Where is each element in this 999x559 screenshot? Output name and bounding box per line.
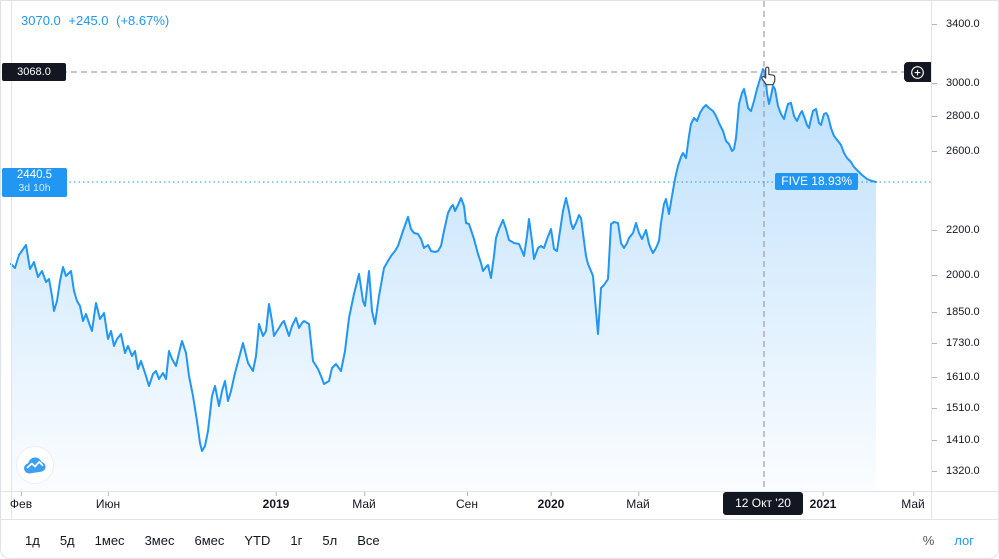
cloud-chart-logo-icon	[24, 457, 46, 473]
range-button-5д[interactable]: 5д	[59, 532, 75, 548]
time-tick-label: 2020	[537, 492, 565, 511]
time-tick-label: Сен	[456, 492, 478, 511]
plus-circle-icon	[911, 65, 924, 79]
range-button-ytd[interactable]: YTD	[244, 532, 271, 548]
price-scale-border	[931, 1, 932, 519]
time-scale-border	[1, 491, 998, 492]
time-tick-label: Фев	[9, 492, 33, 511]
time-tick-label: Июн	[95, 492, 121, 511]
price-tick-label: 1510.0	[932, 402, 998, 414]
price-tick-label: 2200.0	[932, 224, 998, 236]
time-tick-label: Май	[626, 492, 650, 511]
range-button-6мес[interactable]: 6мес	[194, 532, 225, 548]
price-tick-label: 3400.0	[932, 18, 998, 30]
price-tick-label: 1850.0	[932, 306, 998, 318]
last-price-badge: 2440.5 3d 10h	[2, 168, 67, 197]
last-price-value: 2440.5	[16, 169, 53, 181]
percent-scale-button[interactable]: %	[922, 532, 935, 548]
range-button-1д[interactable]: 1д	[25, 532, 40, 548]
price-tick-label: 3000.0	[932, 77, 998, 89]
price-tick-label: 2800.0	[932, 110, 998, 122]
price-tick-label: 2600.0	[932, 145, 998, 157]
time-tick-label: 2021	[809, 492, 837, 511]
price-scale[interactable]: 3400.0 3000.0 2800.0 2600.0 2200.0 2000.0 1850…	[932, 1, 998, 491]
price-tick-label: 2000.0	[932, 269, 998, 281]
range-toolbar: 1д 5д 1мес 3мес 6мес YTD 1г 5л Все % лог	[1, 520, 998, 558]
quote-price: 3070.0	[21, 13, 61, 28]
price-tick-label: 1320.0	[932, 465, 998, 477]
price-tick-label: 1730.0	[932, 337, 998, 349]
price-line	[10, 68, 877, 452]
area-fill	[11, 69, 876, 491]
plus-button[interactable]	[904, 62, 931, 82]
price-tick-label: 1410.0	[932, 434, 998, 446]
quote-line: 3070.0 +245.0 (+8.67%)	[21, 13, 173, 28]
toolbar-border	[1, 519, 998, 520]
range-button-5л[interactable]: 5л	[322, 532, 338, 548]
time-tick-label: Май	[901, 492, 925, 511]
price-tick-label: 1610.0	[932, 371, 998, 383]
time-scale[interactable]: 12 Окт '20 Фев Июн 2019 Май Сен 2020 Май 2021 Ма…	[1, 492, 931, 519]
range-button-все[interactable]: Все	[357, 532, 380, 548]
crosshair-date-badge: 12 Окт '20	[723, 492, 803, 515]
series-price-label: FIVE 18.93%	[775, 173, 858, 190]
chart-pane[interactable]: 3070.0 +245.0 (+8.67%) FIVE 18.93%	[1, 1, 931, 491]
time-tick-label: 2019	[262, 492, 290, 511]
pane-left-border	[11, 1, 12, 519]
range-button-1г[interactable]: 1г	[290, 532, 303, 548]
quote-change-pct: (+8.67%)	[116, 13, 170, 28]
range-button-1мес[interactable]: 1мес	[94, 532, 125, 548]
time-tick-label: Май	[352, 492, 376, 511]
bar-countdown: 3d 10h	[18, 182, 51, 194]
range-button-3мес[interactable]: 3мес	[144, 532, 175, 548]
broker-logo[interactable]	[16, 446, 54, 484]
price-area-chart	[10, 1, 931, 491]
log-scale-button[interactable]: лог	[954, 532, 974, 548]
crosshair-price-badge: 3068.0	[2, 63, 66, 81]
quote-change: +245.0	[68, 13, 109, 28]
